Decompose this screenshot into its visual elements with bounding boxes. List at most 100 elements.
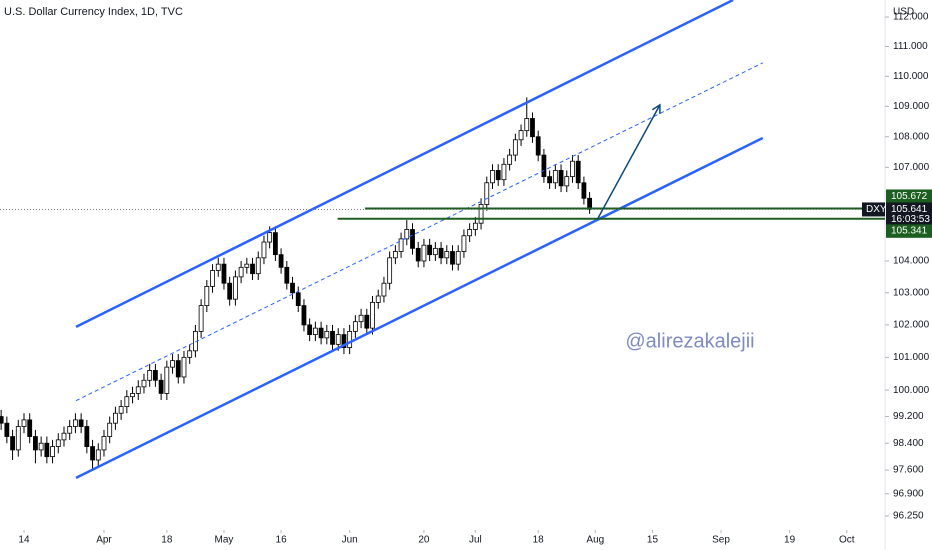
y-tick-label: 96.250: [893, 511, 924, 522]
candle-body: [227, 282, 233, 300]
candle-body: [404, 229, 410, 240]
x-tick-label: Aug: [586, 535, 604, 546]
x-tick-label: Jul: [469, 535, 482, 546]
candle-body: [210, 270, 215, 287]
channel-line: [75, 136, 764, 479]
candle-body: [427, 244, 433, 256]
candle-body: [50, 446, 55, 458]
channel-line: [75, 0, 734, 328]
candle-body: [352, 321, 358, 332]
candle-body: [147, 370, 153, 381]
candle-body: [467, 229, 473, 237]
candle-body: [101, 436, 107, 451]
candle-body: [478, 204, 484, 224]
candle-body: [15, 426, 21, 451]
candle-body: [535, 136, 541, 156]
candle-body: [130, 393, 135, 398]
candle-body: [438, 247, 444, 259]
candle-body: [530, 118, 535, 138]
symbol-label: DXY: [866, 204, 887, 215]
candle-body: [444, 251, 450, 259]
candle-body: [198, 305, 204, 332]
candle-body: [61, 432, 67, 441]
candle-body: [67, 426, 73, 434]
x-tick-label: May: [215, 535, 234, 546]
y-tick-label: 96.900: [893, 488, 924, 499]
candle-body: [490, 170, 495, 184]
candle-body: [244, 263, 250, 268]
candle-body: [250, 263, 255, 275]
candle-body: [90, 446, 95, 461]
currency: USD: [893, 7, 914, 18]
candle-body: [472, 222, 478, 230]
candle-body: [307, 324, 313, 336]
candle-body: [135, 386, 141, 394]
y-tick-label: 101.000: [893, 352, 930, 363]
candle-body: [73, 419, 78, 427]
candle-body: [421, 244, 427, 262]
candle-body: [187, 350, 193, 358]
candle-body: [170, 360, 175, 368]
y-tick-label: 110.000: [893, 71, 929, 82]
level-label: 105.341: [891, 225, 928, 236]
candle-body: [410, 229, 415, 249]
candle-body: [318, 327, 324, 339]
candle-body: [358, 314, 364, 323]
level-label: 105.672: [891, 191, 928, 202]
candle-body: [267, 232, 273, 243]
candle-body: [175, 360, 181, 378]
candle-body: [581, 182, 587, 199]
candle-body: [570, 160, 575, 178]
x-tick-label: 14: [18, 535, 30, 546]
y-tick-label: 108.000: [893, 131, 930, 142]
y-tick-label: 100.000: [893, 385, 930, 396]
candle-body: [324, 330, 330, 339]
candle-body: [215, 263, 221, 271]
candle-body: [284, 266, 290, 284]
candle-body: [95, 449, 101, 461]
x-tick-label: Apr: [96, 535, 112, 546]
x-tick-label: 18: [161, 535, 173, 546]
candle-body: [495, 170, 501, 181]
y-tick-label: 98.400: [893, 438, 924, 449]
candle-body: [221, 263, 227, 284]
chart-title: U.S. Dollar Currency Index, 1D, TVC: [4, 6, 183, 18]
arrow: [596, 104, 661, 220]
candle-body: [21, 419, 27, 427]
candle-body: [375, 295, 381, 303]
candle-body: [552, 170, 558, 184]
symbol-box: [862, 202, 885, 217]
candle-body: [113, 412, 118, 424]
candle-body: [238, 266, 244, 278]
candle-body: [392, 251, 398, 259]
y-tick-label: 102.000: [893, 320, 930, 331]
candle-body: [261, 241, 267, 259]
candle-body: [484, 182, 490, 205]
candle-body: [507, 154, 513, 165]
level-label-box: [886, 223, 932, 238]
candle-body: [415, 247, 421, 262]
y-tick-label: 104.000: [893, 256, 930, 267]
x-tick-label: 20: [418, 535, 430, 546]
candle-body: [272, 232, 278, 256]
y-tick-label: 112.000: [893, 12, 929, 23]
candle-body: [295, 292, 301, 307]
y-tick-label: 103.000: [893, 287, 930, 298]
candle-body: [370, 301, 375, 329]
x-tick-label: Jun: [342, 535, 358, 546]
x-tick-label: 16: [276, 535, 288, 546]
candle-body: [301, 305, 307, 326]
x-tick-label: 18: [533, 535, 545, 546]
candle-body: [124, 396, 130, 408]
candle-body: [164, 366, 170, 394]
level-label-box: [886, 189, 932, 204]
candle-body: [347, 330, 353, 348]
candle-body: [141, 379, 147, 388]
candle-body: [364, 314, 370, 329]
candle-body: [33, 436, 38, 451]
candle-body: [501, 163, 507, 181]
candle-body: [461, 235, 467, 252]
channel-line: [75, 62, 763, 402]
candle-body: [518, 130, 524, 141]
